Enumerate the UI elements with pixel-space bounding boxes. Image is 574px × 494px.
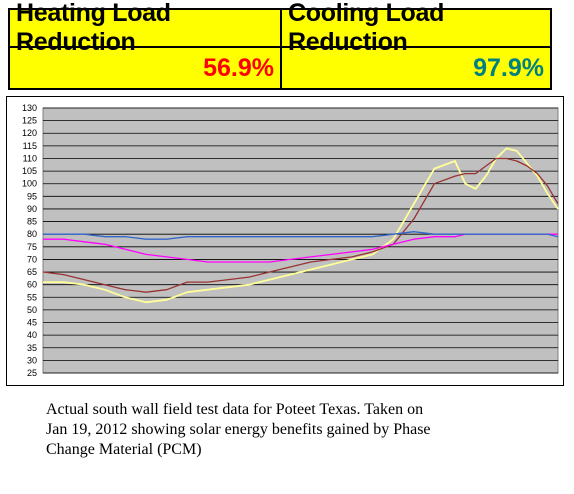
y-tick-label-85: 85 — [27, 217, 37, 227]
cooling-load-reduction-label: Cooling Load Reduction — [282, 0, 550, 56]
y-tick-label-30: 30 — [27, 355, 37, 365]
y-tick-label-25: 25 — [27, 368, 37, 378]
chart-frame: 130 125 120 115 110 105 100 95 90 85 80 75 70 65 60 55 5… — [6, 96, 564, 386]
caption-line-2: Jan 19, 2012 showing solar energy benefi… — [46, 421, 431, 438]
y-tick-label-90: 90 — [27, 204, 37, 214]
y-tick-label-75: 75 — [27, 242, 37, 252]
y-tick-label-130: 130 — [22, 103, 37, 113]
caption-line-3: Change Material (PCM) — [46, 441, 202, 458]
y-tick-label-60: 60 — [27, 280, 37, 290]
chart-caption: Actual south wall field test data for Po… — [46, 400, 556, 460]
y-tick-label-110: 110 — [23, 153, 37, 163]
series-line-1 — [43, 147, 559, 304]
series-line-2 — [42, 157, 559, 293]
y-tick-label-95: 95 — [27, 191, 37, 201]
y-tick-label-105: 105 — [22, 166, 37, 176]
series-line-4 — [43, 231, 559, 240]
y-tick-label-80: 80 — [27, 229, 37, 239]
y-tick-label-45: 45 — [27, 318, 37, 328]
cooling-load-reduction-value: 97.9% — [473, 53, 544, 82]
temperature-line-chart: 130 125 120 115 110 105 100 95 90 85 80 75 70 65 60 55 5… — [22, 103, 559, 378]
y-tick-label-55: 55 — [27, 292, 37, 302]
y-tick-label-100: 100 — [22, 179, 37, 189]
y-tick-label-40: 40 — [27, 330, 37, 340]
load-reduction-table: Heating Load Reduction Cooling Load Redu… — [8, 0, 552, 90]
y-tick-label-35: 35 — [27, 343, 37, 353]
y-tick-label-120: 120 — [22, 128, 37, 138]
y-tick-label-70: 70 — [27, 254, 37, 264]
heating-load-reduction-value: 56.9% — [10, 48, 282, 88]
heating-load-reduction-label: Heating Load Reduction — [10, 0, 282, 56]
y-tick-label-125: 125 — [22, 116, 37, 126]
caption-line-1: Actual south wall field test data for Po… — [46, 401, 424, 418]
plot-area — [42, 107, 559, 374]
y-tick-label-65: 65 — [27, 267, 37, 277]
y-tick-label-50: 50 — [27, 305, 37, 315]
y-tick-label-115: 115 — [23, 141, 37, 151]
